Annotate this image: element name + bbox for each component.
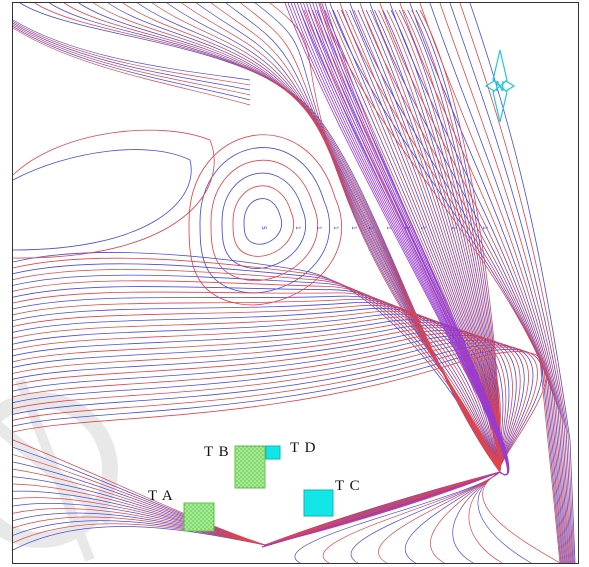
contour-loop bbox=[188, 134, 342, 306]
contour-line bbox=[12, 9, 501, 474]
contour-line bbox=[468, 471, 503, 564]
zone-td-label: T D bbox=[290, 440, 316, 456]
contour-line bbox=[255, 2, 501, 473]
contour-line bbox=[12, 9, 501, 474]
contour-line bbox=[12, 9, 517, 474]
elevation-label: 1 bbox=[419, 226, 426, 230]
contour-line bbox=[269, 2, 501, 473]
contour-line bbox=[294, 471, 501, 564]
contour-loop bbox=[199, 147, 331, 294]
elevation-labels: 5 1 1 1 1 1 1 1 1 1 1 bbox=[260, 226, 488, 230]
zone-td[interactable]: T D bbox=[265, 440, 316, 460]
contour-line bbox=[12, 9, 501, 474]
contour-line bbox=[469, 2, 576, 564]
contour-line bbox=[12, 9, 504, 474]
contour-line bbox=[439, 2, 573, 564]
contour-line bbox=[12, 9, 501, 474]
contour-line bbox=[12, 149, 192, 251]
contour-line bbox=[389, 2, 568, 564]
elevation-label: 1 bbox=[481, 226, 488, 230]
elevation-label: 1 bbox=[385, 226, 392, 230]
zone-ta-label: T A bbox=[148, 488, 174, 504]
contour-line bbox=[12, 19, 251, 81]
contour-line bbox=[477, 471, 532, 564]
contour-line bbox=[12, 21, 251, 86]
contour-line bbox=[459, 2, 575, 564]
contour-line bbox=[378, 471, 501, 564]
contour-line bbox=[339, 2, 563, 564]
contour-line bbox=[12, 27, 251, 106]
contour-line bbox=[419, 2, 571, 564]
elevation-label: 1 bbox=[294, 226, 301, 230]
contour-loop bbox=[243, 198, 283, 245]
contour-line bbox=[379, 2, 567, 564]
contour-line bbox=[449, 2, 574, 564]
contour-line bbox=[12, 129, 215, 259]
contour-loop bbox=[221, 172, 307, 269]
contour-line bbox=[329, 2, 562, 564]
north-arrow: N bbox=[484, 49, 516, 123]
contour-loop bbox=[232, 185, 294, 257]
contour-line bbox=[12, 26, 251, 101]
map-frame bbox=[12, 2, 579, 564]
contour-line bbox=[12, 9, 513, 474]
elevation-label: 1 bbox=[367, 226, 374, 230]
zone-tc-label: T C bbox=[335, 478, 361, 494]
contour-line bbox=[322, 471, 501, 564]
contour-lines-blue bbox=[12, 2, 576, 564]
elevation-label: 5 bbox=[260, 226, 267, 230]
contour-loop bbox=[210, 159, 319, 282]
contour-line bbox=[261, 2, 510, 548]
contour-line bbox=[409, 2, 570, 564]
north-arrow-icon bbox=[484, 49, 516, 123]
contour-line bbox=[12, 9, 548, 474]
contour-line bbox=[12, 24, 251, 96]
elevation-label: 1 bbox=[403, 226, 410, 230]
contour-lines-purple bbox=[261, 2, 510, 548]
contour-line bbox=[12, 9, 501, 474]
contour-line bbox=[12, 9, 525, 474]
contour-line bbox=[12, 9, 543, 474]
contour-line bbox=[12, 9, 521, 474]
elevation-label: 1 bbox=[315, 226, 322, 230]
elevation-label: 1 bbox=[350, 226, 357, 230]
contour-line bbox=[12, 9, 507, 474]
zone-tb[interactable]: T B bbox=[204, 444, 266, 489]
contour-line bbox=[429, 2, 572, 564]
contour-line bbox=[12, 22, 251, 91]
zone-ta[interactable]: T A bbox=[148, 488, 215, 532]
contour-line bbox=[12, 9, 510, 474]
contour-line bbox=[12, 471, 501, 546]
contour-line bbox=[430, 471, 501, 564]
contour-line bbox=[12, 9, 538, 474]
contour-line bbox=[405, 471, 501, 564]
elevation-label: 1 bbox=[332, 226, 339, 230]
north-arrow-letter: N bbox=[495, 80, 505, 95]
contour-line bbox=[12, 9, 529, 474]
contour-line bbox=[349, 2, 564, 564]
elevation-label: 1 bbox=[450, 226, 457, 230]
contour-line bbox=[12, 9, 501, 474]
zone-tb-label: T B bbox=[204, 444, 230, 460]
contour-line bbox=[399, 2, 569, 564]
contour-lines-red bbox=[12, 2, 575, 564]
contour-line bbox=[482, 471, 561, 564]
contour-line bbox=[359, 2, 565, 564]
zone-tc[interactable]: T C bbox=[303, 478, 361, 517]
